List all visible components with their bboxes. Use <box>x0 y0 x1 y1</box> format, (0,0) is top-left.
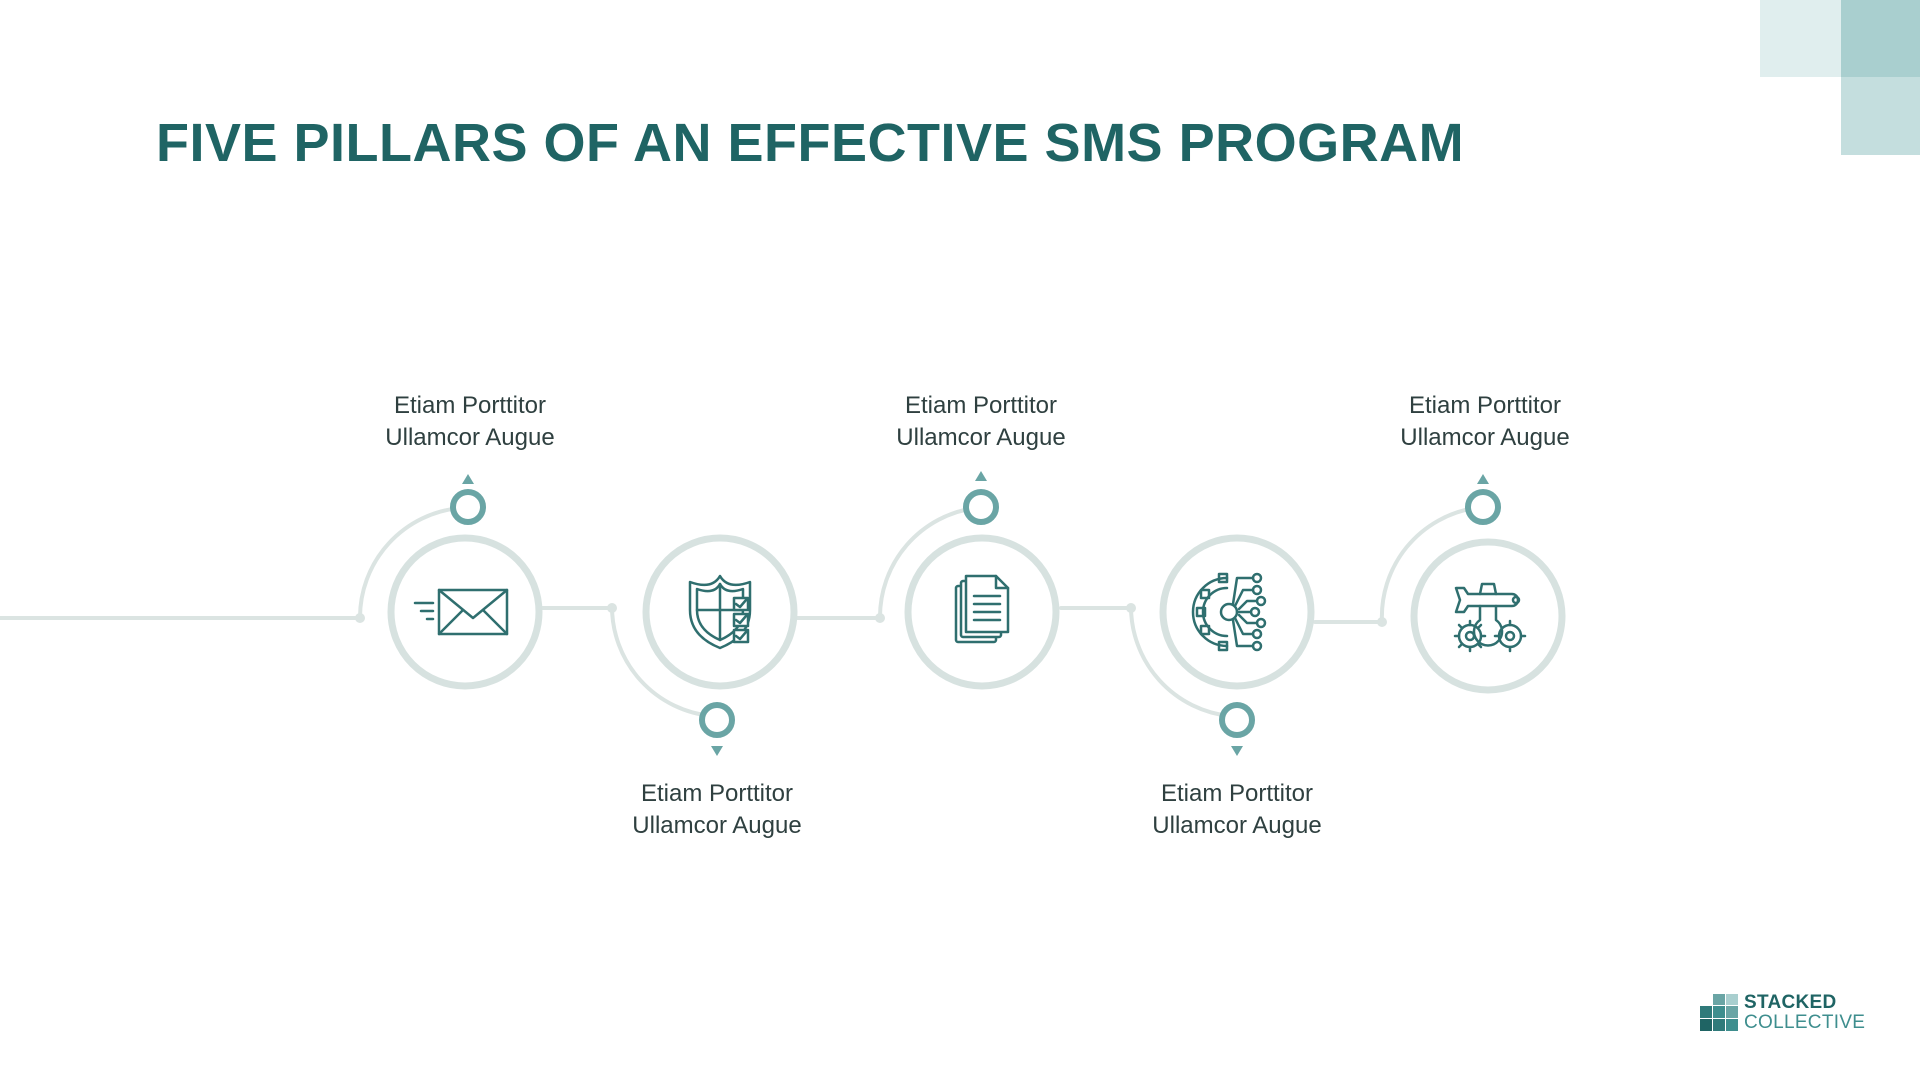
step-5-line2: Ullamcor Augue <box>1400 424 1570 451</box>
logo-line1: STACKED <box>1744 992 1837 1013</box>
step-1-line1: Etiam Porttitor <box>393 392 547 419</box>
connector-dots <box>355 603 1387 627</box>
step-4-label: Etiam Porttitor Ullamcor Augue <box>1087 778 1387 842</box>
connector-arc-5 <box>1379 506 1477 624</box>
gear-circuit-icon <box>1191 572 1267 652</box>
step-3-line2: Ullamcor Augue <box>896 424 1066 451</box>
node-ring-5 <box>1410 538 1566 694</box>
connector-arc-2 <box>609 604 714 718</box>
step-markers <box>450 489 1501 738</box>
step-2-line2: Ullamcor Augue <box>632 812 802 839</box>
connector-dot <box>355 613 365 623</box>
step-4-line1: Etiam Porttitor <box>1160 780 1314 807</box>
connector-arc-3 <box>877 506 977 620</box>
step-2-label: Etiam Porttitor Ullamcor Augue <box>567 778 867 842</box>
connector-arc-1 <box>357 506 462 620</box>
stacked-blocks-logo-icon <box>1700 994 1738 1031</box>
marker-ring-4 <box>1219 702 1255 738</box>
connector-dot <box>1126 603 1136 613</box>
arrow-up-icon <box>975 471 987 481</box>
marker-ring-3 <box>963 489 999 525</box>
connector-dot <box>875 613 885 623</box>
connector-arc-4 <box>1128 604 1232 718</box>
step-4-line2: Ullamcor Augue <box>1152 812 1322 839</box>
step-3-line1: Etiam Porttitor <box>904 392 1058 419</box>
marker-ring-2 <box>699 702 735 738</box>
arrow-up-icon <box>462 474 474 484</box>
connector-dot <box>1377 617 1387 627</box>
connector-dot <box>607 603 617 613</box>
marker-ring-1 <box>450 489 486 525</box>
corner-decoration-medium <box>1841 77 1920 155</box>
arrow-down-icon <box>711 746 723 756</box>
documents-icon <box>954 574 1010 644</box>
envelope-icon <box>413 588 509 636</box>
connector-lines <box>0 506 1477 718</box>
arrow-up-icon <box>1477 474 1489 484</box>
step-5-line1: Etiam Porttitor <box>1408 392 1562 419</box>
step-arrows <box>462 471 1489 756</box>
step-1-line2: Ullamcor Augue <box>385 424 555 451</box>
arrow-down-icon <box>1231 746 1243 756</box>
shield-checklist-icon <box>688 574 752 650</box>
step-1-label: Etiam Porttitor Ullamcor Augue <box>320 390 620 454</box>
stacked-collective-logo: STACKED COLLECTIVE <box>1700 993 1865 1033</box>
logo-line2: COLLECTIVE <box>1744 1012 1866 1033</box>
corner-decoration-dark <box>1841 0 1920 77</box>
wrench-gear-icon <box>1453 582 1527 653</box>
marker-ring-5 <box>1465 489 1501 525</box>
step-2-line1: Etiam Porttitor <box>640 780 794 807</box>
step-3-label: Etiam Porttitor Ullamcor Augue <box>831 390 1131 454</box>
page-title: FIVE PILLARS OF AN EFFECTIVE SMS PROGRAM <box>156 113 1465 173</box>
step-5-label: Etiam Porttitor Ullamcor Augue <box>1335 390 1635 454</box>
